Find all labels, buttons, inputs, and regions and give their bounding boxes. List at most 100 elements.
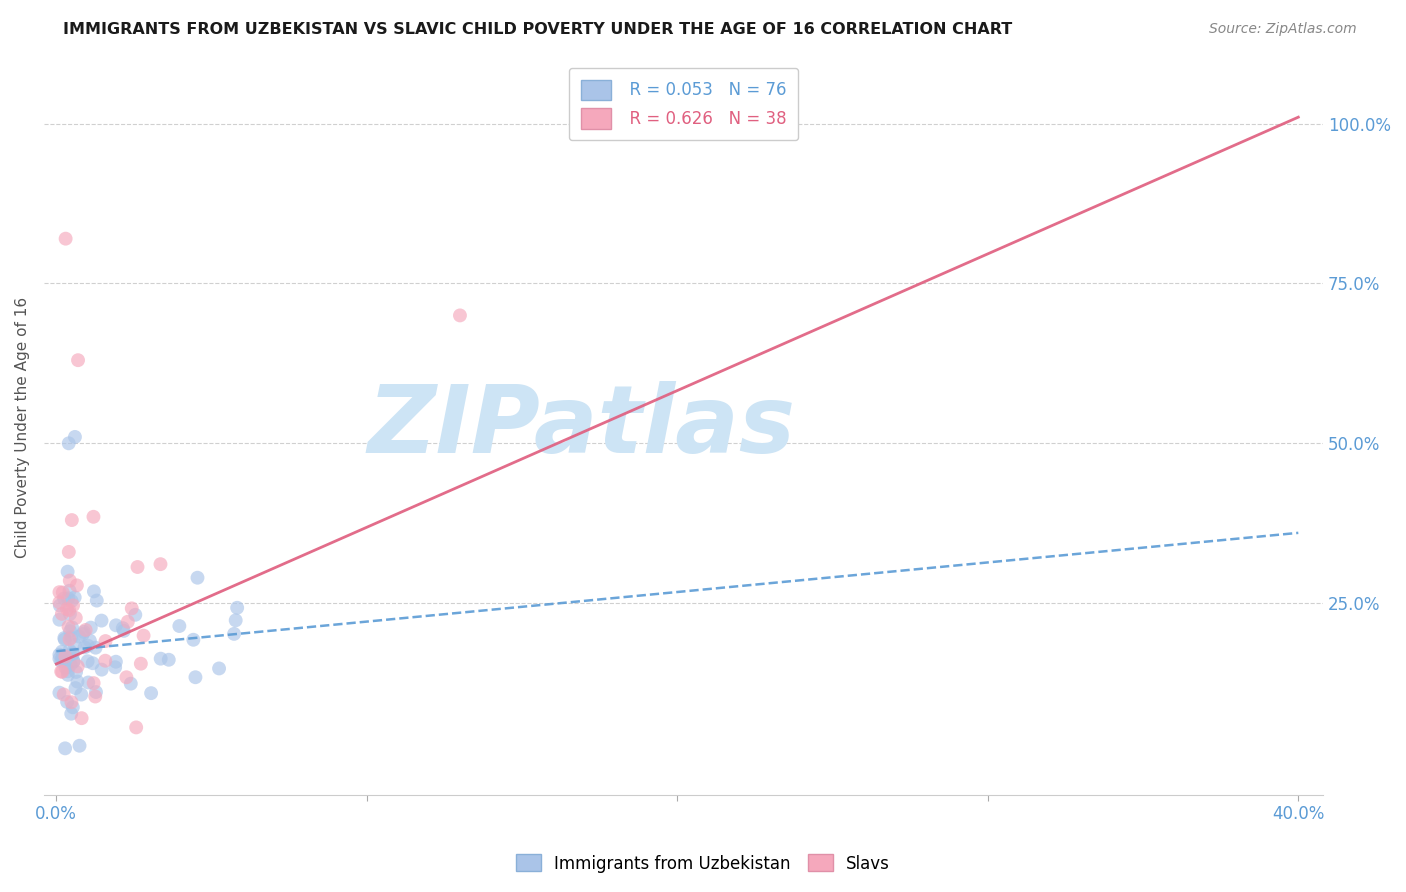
Point	[58, 603, 80, 617]
Point	[124, 607, 146, 622]
Point	[183, 632, 205, 647]
Point	[63, 591, 86, 605]
Point	[139, 686, 162, 700]
Point	[62, 700, 84, 714]
Point	[157, 653, 180, 667]
Point	[62, 599, 84, 613]
Point	[51, 607, 73, 621]
Point	[62, 654, 84, 668]
Point	[449, 309, 471, 323]
Point	[60, 620, 83, 634]
Point	[70, 711, 93, 725]
Point	[186, 571, 208, 585]
Point	[80, 621, 103, 635]
Point	[62, 655, 84, 669]
Point	[59, 574, 82, 588]
Legend:   R = 0.053   N = 76,   R = 0.626   N = 38: R = 0.053 N = 76, R = 0.626 N = 38	[569, 68, 799, 140]
Point	[117, 615, 139, 629]
Point	[65, 611, 87, 625]
Point	[51, 665, 73, 679]
Point	[104, 655, 127, 669]
Point	[111, 621, 134, 635]
Point	[225, 613, 247, 627]
Point	[129, 657, 152, 671]
Point	[82, 509, 104, 524]
Point	[48, 651, 70, 665]
Point	[62, 646, 84, 660]
Point	[69, 739, 91, 753]
Point	[53, 632, 76, 647]
Point	[58, 436, 80, 450]
Point	[79, 633, 101, 648]
Point	[48, 585, 70, 599]
Point	[58, 632, 80, 647]
Point	[73, 640, 96, 655]
Point	[67, 353, 90, 368]
Point	[76, 639, 98, 653]
Point	[58, 583, 80, 598]
Point	[51, 654, 73, 668]
Point	[59, 657, 82, 672]
Point	[73, 624, 96, 639]
Point	[70, 688, 93, 702]
Point	[67, 630, 90, 644]
Point	[149, 651, 172, 665]
Point	[56, 565, 79, 579]
Point	[49, 599, 72, 613]
Point	[184, 670, 207, 684]
Point	[84, 640, 107, 655]
Point	[90, 663, 112, 677]
Point	[53, 631, 76, 645]
Point	[58, 545, 80, 559]
Y-axis label: Child Poverty Under the Age of 16: Child Poverty Under the Age of 16	[15, 297, 30, 558]
Point	[82, 657, 104, 671]
Point	[226, 600, 249, 615]
Point	[83, 676, 105, 690]
Point	[112, 624, 135, 638]
Point	[84, 685, 107, 699]
Point	[48, 648, 70, 662]
Point	[94, 634, 117, 648]
Point	[52, 585, 75, 599]
Point	[105, 618, 128, 632]
Point	[56, 602, 79, 616]
Point	[65, 681, 87, 695]
Point	[51, 651, 73, 665]
Point	[62, 647, 84, 661]
Point	[51, 644, 73, 658]
Point	[52, 651, 75, 665]
Point	[169, 619, 191, 633]
Point	[59, 624, 82, 639]
Point	[120, 676, 142, 690]
Point	[149, 557, 172, 571]
Point	[77, 675, 100, 690]
Point	[60, 631, 83, 645]
Point	[48, 595, 70, 609]
Point	[127, 560, 149, 574]
Point	[72, 627, 94, 641]
Text: IMMIGRANTS FROM UZBEKISTAN VS SLAVIC CHILD POVERTY UNDER THE AGE OF 16 CORRELATI: IMMIGRANTS FROM UZBEKISTAN VS SLAVIC CHI…	[63, 22, 1012, 37]
Point	[66, 578, 89, 592]
Point	[83, 584, 105, 599]
Text: ZIPatlas: ZIPatlas	[367, 382, 796, 474]
Point	[51, 665, 73, 679]
Point	[48, 686, 70, 700]
Point	[60, 594, 83, 608]
Point	[104, 660, 127, 674]
Point	[53, 741, 76, 756]
Point	[94, 654, 117, 668]
Point	[63, 638, 86, 652]
Point	[132, 629, 155, 643]
Point	[222, 627, 245, 641]
Point	[58, 619, 80, 633]
Point	[121, 601, 143, 615]
Text: Source: ZipAtlas.com: Source: ZipAtlas.com	[1209, 22, 1357, 37]
Point	[55, 232, 77, 246]
Point	[60, 695, 83, 709]
Point	[84, 690, 107, 704]
Point	[53, 591, 76, 606]
Point	[52, 688, 75, 702]
Point	[56, 695, 79, 709]
Point	[60, 706, 83, 721]
Point	[59, 643, 82, 657]
